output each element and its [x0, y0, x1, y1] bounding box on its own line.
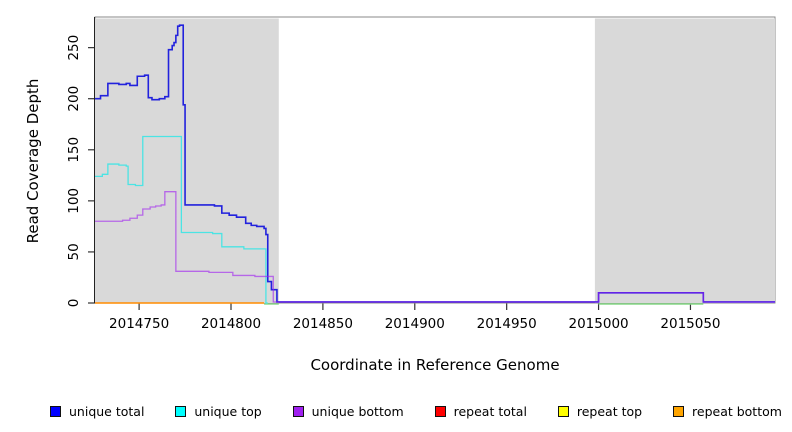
x-tick-label-2014950: 2014950 — [477, 316, 537, 332]
legend-item-repeat-total: repeat total — [434, 403, 527, 419]
shaded-region-1 — [594, 18, 775, 303]
legend-swatch-unique-top — [175, 405, 187, 417]
legend-label: unique top — [194, 403, 262, 419]
x-tick-label-2014850: 2014850 — [293, 316, 353, 332]
legend-swatch-unique-bottom — [292, 405, 304, 417]
legend-swatch-repeat-bottom — [673, 405, 685, 417]
legend-label: repeat total — [453, 403, 527, 419]
legend-item-repeat-bottom: repeat bottom — [673, 404, 782, 419]
legend-item-unique-top: unique top — [175, 403, 262, 419]
legend-item-repeat-top: repeat top — [557, 403, 643, 419]
series-line-unique-total — [95, 24, 775, 303]
y-axis-title: Read Coverage Depth — [24, 78, 42, 244]
x-tick-label-2015000: 2015000 — [569, 316, 629, 332]
legend-label: repeat top — [576, 403, 643, 419]
legend-item-unique-total: unique total — [50, 404, 144, 419]
y-tick-label-250: 250 — [66, 35, 82, 61]
y-tick-label-100: 100 — [66, 188, 82, 214]
legend-swatch-unique-total — [50, 405, 61, 417]
legend-swatch-repeat-top — [557, 405, 569, 417]
series-line-unique-bottom — [95, 191, 775, 303]
legend: unique total unique top unique bottom re… — [50, 399, 782, 423]
legend-label: repeat bottom — [692, 403, 782, 419]
x-tick-label-2014750: 2014750 — [109, 316, 169, 332]
legend-label: unique total — [69, 403, 145, 419]
x-tick-label-2014900: 2014900 — [385, 316, 445, 332]
y-tick-label-0: 0 — [66, 299, 82, 308]
x-tick-label-2014800: 2014800 — [201, 316, 261, 332]
y-tick-label-200: 200 — [66, 86, 82, 112]
y-tick-label-150: 150 — [66, 137, 82, 163]
y-tick-label-50: 50 — [66, 243, 82, 260]
legend-item-unique-bottom: unique bottom — [292, 403, 404, 419]
series-line-unique-top — [95, 135, 268, 304]
x-tick-label-2015050: 2015050 — [660, 316, 720, 332]
coverage-plot: 2014750 2014800 2014850 2014900 2014950 20150… — [66, 16, 776, 332]
shaded-region-0 — [95, 18, 279, 303]
legend-label: unique bottom — [311, 403, 404, 419]
x-axis-title: Coordinate in Reference Genome — [310, 356, 560, 374]
legend-swatch-repeat-total — [434, 405, 446, 417]
